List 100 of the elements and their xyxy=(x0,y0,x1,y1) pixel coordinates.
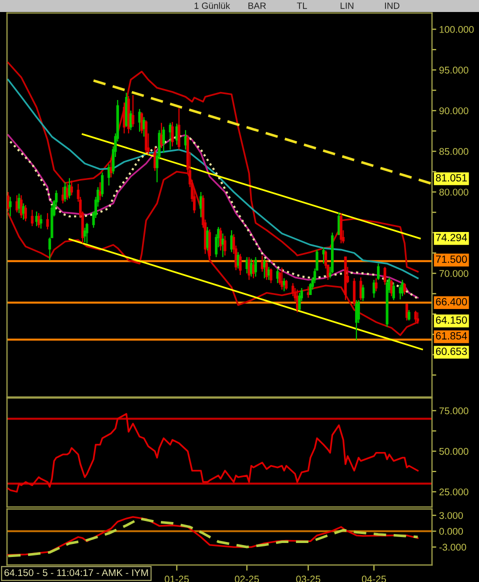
candlestick xyxy=(108,164,110,186)
line-series xyxy=(7,170,419,336)
candlestick xyxy=(98,182,102,201)
candlestick xyxy=(230,230,233,253)
candlestick xyxy=(384,266,386,286)
candlestick xyxy=(392,282,395,301)
candlestick xyxy=(127,95,130,134)
candlestick xyxy=(338,212,340,236)
y-tick-label: -3.000 xyxy=(439,544,466,551)
text: BAR xyxy=(248,2,266,9)
candlestick xyxy=(403,282,406,296)
candlestick xyxy=(355,300,358,341)
text: TL xyxy=(296,2,307,9)
candlestick xyxy=(331,232,334,274)
y-tick-label: 85.000 xyxy=(439,148,468,155)
y-tick-label: 100.000 xyxy=(440,26,474,33)
candlestick xyxy=(8,196,12,217)
candlestick xyxy=(142,116,146,138)
candlestick xyxy=(206,226,209,252)
candlestick xyxy=(401,279,404,297)
y-tick-label: 3.000 xyxy=(439,512,463,519)
candlestick xyxy=(280,267,284,290)
candlestick xyxy=(252,260,255,279)
candlestick xyxy=(386,279,388,328)
candlestick xyxy=(30,209,34,227)
candlestick xyxy=(377,263,380,280)
candlestick xyxy=(250,258,253,278)
candlestick xyxy=(263,258,266,279)
candlestick xyxy=(414,310,417,323)
y-tick-label: 75.000 xyxy=(439,407,468,414)
candlestick xyxy=(278,271,282,286)
candlestick xyxy=(7,191,10,212)
candlestick xyxy=(18,193,20,214)
candlestick xyxy=(16,194,18,213)
text: 1 Günlük xyxy=(194,2,230,9)
candlestick xyxy=(390,279,393,297)
candlestick xyxy=(296,289,299,313)
candlestick xyxy=(416,312,420,324)
candlestick xyxy=(208,228,211,261)
candlestick xyxy=(298,292,301,311)
candlestick xyxy=(37,212,40,228)
candlestick xyxy=(144,120,148,154)
candlestick xyxy=(322,246,325,264)
candlestick xyxy=(70,180,73,196)
data-label: 81.051 xyxy=(436,174,467,182)
candlestick xyxy=(162,126,165,154)
candlestick xyxy=(110,157,112,178)
candlestick xyxy=(260,254,264,272)
ref-line-label: 71.500 xyxy=(436,256,467,263)
candlestick xyxy=(40,214,42,230)
data-label: 74.294 xyxy=(436,234,468,242)
candlestick xyxy=(20,194,23,219)
candlestick xyxy=(292,282,294,297)
candlestick xyxy=(236,252,240,270)
candlestick xyxy=(352,278,356,306)
candlestick xyxy=(154,146,156,172)
text: IND xyxy=(385,2,400,9)
candlestick xyxy=(46,212,49,230)
candlestick xyxy=(171,121,174,147)
data-label: 60.653 xyxy=(436,348,467,356)
candlestick xyxy=(62,186,64,204)
candlestick xyxy=(372,279,376,298)
candlestick xyxy=(122,102,126,134)
candlestick xyxy=(200,191,202,218)
y-tick-label: 90.000 xyxy=(439,107,468,114)
candlestick xyxy=(405,302,408,322)
candlestick xyxy=(100,172,104,198)
candlestick xyxy=(248,256,250,280)
candlestick xyxy=(129,110,132,131)
candlestick xyxy=(340,212,342,244)
candlestick xyxy=(138,108,141,132)
candlestick xyxy=(221,232,224,258)
y-tick-label: 50.000 xyxy=(439,448,468,455)
ref-line-label: 66.400 xyxy=(436,298,467,306)
candlestick xyxy=(344,256,347,301)
candlestick xyxy=(276,268,279,284)
candlestick xyxy=(306,286,310,298)
candlestick xyxy=(168,122,172,150)
candlestick xyxy=(184,130,187,150)
candlestick xyxy=(160,122,163,149)
candlestick xyxy=(408,309,410,322)
candlestick xyxy=(282,278,286,292)
candlestick xyxy=(267,266,270,280)
candlestick xyxy=(374,278,378,292)
candlestick xyxy=(254,256,257,278)
annotation: 64.150 xyxy=(436,316,467,324)
candlestick xyxy=(35,210,38,227)
candlestick xyxy=(398,284,402,300)
y-tick-label: 0.000 xyxy=(439,528,463,535)
candlestick xyxy=(175,123,178,146)
candlestick xyxy=(22,202,25,220)
candlestick xyxy=(140,112,144,134)
y-tick-label: 70.000 xyxy=(439,270,468,277)
ref-line-label: 61.854 xyxy=(436,332,468,340)
candlestick xyxy=(362,284,364,302)
candlestick xyxy=(359,276,362,301)
candlestick xyxy=(125,92,128,128)
candlestick xyxy=(132,94,134,128)
y-tick-label: 95.000 xyxy=(439,66,468,74)
y-tick-label: 80.000 xyxy=(439,188,468,196)
